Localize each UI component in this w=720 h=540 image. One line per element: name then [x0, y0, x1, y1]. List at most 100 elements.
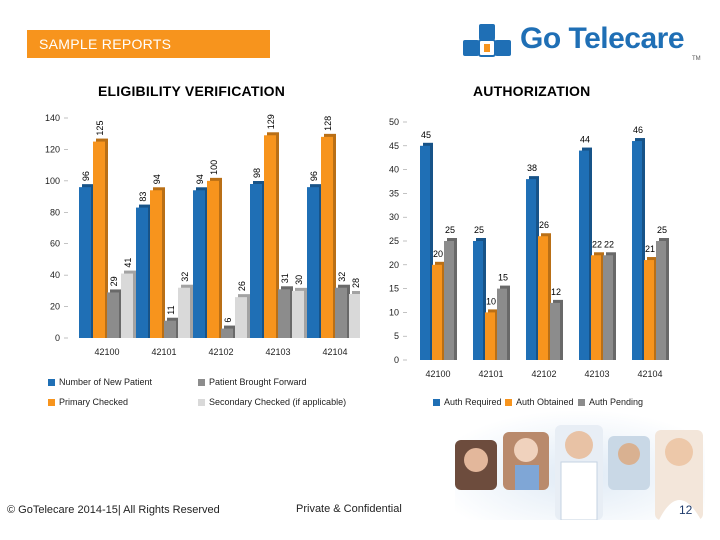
- eligibility-verification-bar: [193, 190, 205, 338]
- confidential-text: Private & Confidential: [296, 503, 402, 515]
- authorization-data-label: 22: [592, 239, 602, 249]
- authorization-category-label: 42100: [425, 369, 450, 379]
- eligibility-verification-legend-label: Number of New Patient: [59, 377, 153, 387]
- authorization-bar: [656, 241, 666, 360]
- eligibility-verification-bar: [278, 289, 290, 338]
- authorization-bar: [591, 255, 601, 360]
- eligibility-verification-legend-swatch: [198, 379, 205, 386]
- eligibility-verification-bar: [79, 187, 91, 338]
- eligibility-verification-bar: [221, 328, 233, 338]
- copyright-text: © GoTelecare 2014-15| All Rights Reserve…: [7, 504, 220, 516]
- eligibility-verification-bar: [121, 273, 133, 338]
- eligibility-chart-title: ELIGIBILITY VERIFICATION: [98, 83, 286, 99]
- authorization-bar: [550, 302, 560, 360]
- authorization-data-label: 26: [539, 220, 549, 230]
- eligibility-verification-category-label: 42100: [94, 347, 119, 357]
- authorization-bar: [579, 150, 589, 360]
- medical-cross-icon: [463, 24, 511, 57]
- eligibility-verification-ytick-label: 0: [55, 333, 60, 343]
- eligibility-verification-data-label: 98: [252, 168, 262, 178]
- eligibility-verification-legend-swatch: [198, 399, 205, 406]
- authorization-ytick-label: 20: [389, 260, 399, 270]
- eligibility-verification-data-label: 94: [152, 174, 162, 184]
- eligibility-verification-bar: [235, 297, 247, 338]
- authorization-bar: [420, 145, 430, 360]
- authorization-bar: [432, 264, 442, 360]
- eligibility-verification-bar: [292, 290, 304, 338]
- eligibility-verification-ytick-label: 60: [50, 239, 60, 249]
- eligibility-verification-data-label: 28: [351, 278, 360, 288]
- eligibility-verification-ytick-label: 80: [50, 207, 60, 217]
- authorization-data-label: 38: [527, 163, 537, 173]
- authorization-ytick-label: 30: [389, 212, 399, 222]
- authorization-bar: [644, 260, 654, 360]
- authorization-bar: [526, 179, 536, 360]
- eligibility-verification-data-label: 29: [109, 276, 119, 286]
- eligibility-verification-data-label: 6: [223, 318, 233, 323]
- eligibility-verification-data-label: 100: [209, 160, 219, 175]
- authorization-legend-swatch: [578, 399, 585, 406]
- authorization-bar: [603, 255, 613, 360]
- authorization-data-label: 45: [421, 130, 431, 140]
- eligibility-verification-category-label: 42102: [208, 347, 233, 357]
- authorization-category-label: 42104: [637, 369, 662, 379]
- authorization-bar: [497, 288, 507, 360]
- eligibility-verification-legend-label: Primary Checked: [59, 397, 128, 407]
- authorization-data-label: 12: [551, 287, 561, 297]
- eligibility-verification-data-label: 96: [81, 171, 91, 181]
- authorization-category-label: 42101: [478, 369, 503, 379]
- authorization-ytick-label: 45: [389, 141, 399, 151]
- authorization-bar: [444, 241, 454, 360]
- eligibility-verification-bar: [349, 294, 360, 338]
- section-banner-label: SAMPLE REPORTS: [39, 36, 172, 52]
- authorization-data-label: 25: [474, 225, 484, 235]
- authorization-bar: [473, 241, 483, 360]
- eligibility-verification-data-label: 32: [180, 272, 190, 282]
- company-logo: Go Telecare TM: [460, 20, 701, 64]
- eligibility-verification-data-label: 128: [323, 116, 333, 131]
- authorization-data-label: 44: [580, 135, 590, 145]
- logo-trademark: TM: [692, 56, 701, 62]
- authorization-data-label: 21: [645, 244, 655, 254]
- eligibility-verification-bar: [150, 190, 162, 338]
- eligibility-verification-legend-label: Secondary Checked (if applicable): [209, 397, 346, 407]
- logo-text: Go Telecare: [520, 22, 685, 55]
- eligibility-verification-data-label: 31: [280, 273, 290, 283]
- authorization-ytick-label: 10: [389, 307, 399, 317]
- authorization-ytick-label: 40: [389, 165, 399, 175]
- authorization-ytick-label: 35: [389, 188, 399, 198]
- eligibility-verification-bar: [93, 141, 105, 338]
- eligibility-verification-data-label: 32: [337, 272, 347, 282]
- eligibility-verification-legend-swatch: [48, 379, 55, 386]
- authorization-ytick-label: 5: [394, 331, 399, 341]
- eligibility-verification-category-label: 42103: [265, 347, 290, 357]
- eligibility-verification-ytick-label: 20: [50, 302, 60, 312]
- eligibility-verification-ytick-label: 100: [45, 176, 60, 186]
- eligibility-verification-data-label: 94: [195, 174, 205, 184]
- authorization-ytick-label: 25: [389, 236, 399, 246]
- eligibility-verification-data-label: 30: [294, 275, 304, 285]
- eligibility-verification-bar: [136, 207, 148, 338]
- authorization-legend-label: Auth Required: [444, 397, 502, 407]
- authorization-legend-swatch: [505, 399, 512, 406]
- page-number: 12: [679, 503, 693, 517]
- authorization-bar: [538, 236, 548, 360]
- eligibility-verification-bar: [264, 135, 276, 338]
- eligibility-verification-ytick-label: 140: [45, 113, 60, 123]
- authorization-chart: 0 5 10 15 20 25 30 35 40 45 50 45 20 25 42100 25 10 15 421…: [389, 117, 669, 407]
- eligibility-verification-chart: 0 20 40 60 80 100 120 140 96 125 29 41 42100 83 94 11 32…: [45, 113, 360, 407]
- authorization-data-label: 25: [445, 225, 455, 235]
- eligibility-verification-bar: [307, 187, 319, 338]
- eligibility-verification-data-label: 26: [237, 281, 247, 291]
- eligibility-verification-data-label: 129: [266, 114, 276, 129]
- eligibility-verification-bar: [164, 320, 176, 338]
- authorization-data-label: 22: [604, 239, 614, 249]
- authorization-ytick-label: 50: [389, 117, 399, 127]
- authorization-data-label: 25: [657, 225, 667, 235]
- authorization-legend-label: Auth Pending: [589, 397, 643, 407]
- eligibility-verification-bar: [335, 287, 347, 338]
- eligibility-verification-ytick-label: 40: [50, 270, 60, 280]
- authorization-data-label: 46: [633, 125, 643, 135]
- eligibility-verification-bar: [107, 292, 119, 338]
- authorization-data-label: 10: [486, 296, 496, 306]
